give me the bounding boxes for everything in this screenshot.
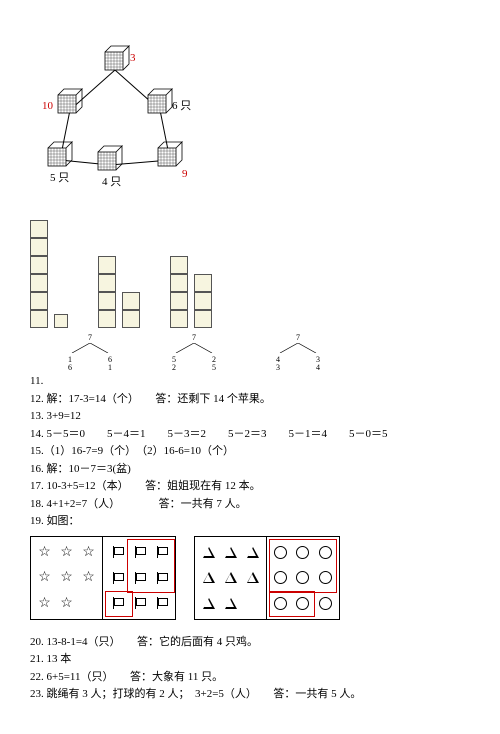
tree-top: 7: [268, 334, 328, 343]
circle-icon: [319, 597, 332, 610]
tri-num-9: 9: [182, 166, 188, 183]
line-11: 11.: [30, 373, 470, 390]
bar-cell: [194, 310, 212, 328]
shape-pair-2: [194, 536, 340, 620]
bar-cell: [30, 256, 48, 274]
triangle-cube-diagram: 3 10 6 只 5 只 4 只 9: [30, 40, 200, 190]
shape-boxes-row: [30, 536, 470, 620]
red-select-box: [269, 591, 315, 617]
star-icon: [35, 541, 54, 564]
tri-label-4: 4 只: [102, 174, 121, 191]
number-bond-row: 71661 75225 74334: [60, 334, 470, 373]
bar-cell: [98, 274, 116, 292]
bar-stack: [98, 256, 116, 328]
shape-pair-1: [30, 536, 176, 620]
triangle-icon: [203, 547, 215, 558]
flag-icon: [155, 597, 167, 609]
star-icon: [35, 566, 54, 589]
line-18: 18. 4+1+2=7（人） 答：一共有 7 人。: [30, 496, 470, 513]
tri-num-10: 10: [42, 98, 53, 115]
line-13: 13. 3+9=12: [30, 408, 470, 425]
bar-group: [98, 220, 140, 328]
line-15: 15.（1）16-7=9（个） （2）16-6=10（个）: [30, 443, 470, 460]
red-select-box: [127, 539, 175, 593]
number-bond-tree: 74334: [268, 334, 328, 373]
red-select-box: [269, 539, 337, 593]
bar-cell: [170, 310, 188, 328]
tree-row2: 25: [164, 364, 224, 373]
line-21: 21. 13 本: [30, 651, 470, 668]
star-cell: [31, 537, 103, 619]
tri-label-6: 6 只: [172, 98, 191, 115]
line-22: 22. 6+5=11（只） 答：大象有 11 只。: [30, 669, 470, 686]
triangle-icon: [225, 547, 237, 558]
flag-icon: [111, 546, 123, 558]
star-icon: [79, 566, 98, 589]
star-icon: [35, 592, 54, 615]
bar-cell: [122, 310, 140, 328]
line-14: 14. 5－5＝0 5－4＝1 5－3＝2 5－2＝3 5－1＝4 5－0＝5: [30, 426, 470, 443]
bar-stack: [170, 256, 188, 328]
triangle-cell: [195, 537, 267, 619]
bar-cell: [98, 292, 116, 310]
line-23: 23. 跳绳有 3 人；打球的有 2 人； 3+2=5（人） 答：一共有 5 人…: [30, 686, 470, 703]
bar-cell: [170, 274, 188, 292]
line-19: 19. 如图：: [30, 513, 470, 530]
tree-row2: 34: [268, 364, 328, 373]
flag-icon: [111, 572, 123, 584]
bar-cell: [30, 238, 48, 256]
triangle-icon: [225, 572, 237, 583]
line-17: 17. 10-3+5=12（本） 答：姐姐现在有 12 本。: [30, 478, 470, 495]
bar-group: [170, 220, 212, 328]
bar-cell: [30, 292, 48, 310]
number-bond-tree: 75225: [164, 334, 224, 373]
bar-cell: [194, 274, 212, 292]
number-bond-tree: 71661: [60, 334, 120, 373]
star-icon: [79, 541, 98, 564]
line-20: 20. 13-8-1=4（只） 答：它的后面有 4 只鸡。: [30, 634, 470, 651]
bar-cell: [30, 274, 48, 292]
bar-stack: [54, 314, 68, 328]
flag-icon: [133, 597, 145, 609]
triangle-icon: [247, 547, 259, 558]
star-icon: [57, 592, 76, 615]
star-icon: [57, 541, 76, 564]
triangle-icon: [203, 598, 215, 609]
bar-cell: [54, 314, 68, 328]
triangle-icon: [247, 572, 259, 583]
bar-cell: [170, 256, 188, 274]
triangle-icon: [225, 598, 237, 609]
bar-group: [30, 220, 68, 328]
bar-cell: [98, 256, 116, 274]
bar-stack: [30, 220, 48, 328]
bar-cell: [30, 310, 48, 328]
tri-label-5: 5 只: [50, 170, 69, 187]
bar-stack: [194, 274, 212, 328]
tree-top: 7: [60, 334, 120, 343]
star-icon: [57, 566, 76, 589]
bar-stacks-section: [30, 220, 470, 328]
triangle-svg: [30, 40, 200, 190]
bar-cell: [30, 220, 48, 238]
flag-cell: [103, 537, 175, 619]
tree-row2: 61: [60, 364, 120, 373]
bar-stack: [122, 292, 140, 328]
circle-cell: [267, 537, 339, 619]
red-select-box: [105, 591, 133, 617]
bar-cell: [122, 292, 140, 310]
bar-cell: [194, 292, 212, 310]
line-16: 16. 解：10－7＝3(盆): [30, 461, 470, 478]
tri-num-3: 3: [130, 50, 136, 67]
tree-top: 7: [164, 334, 224, 343]
triangle-icon: [203, 572, 215, 583]
line-12: 12. 解：17-3=14（个） 答：还剩下 14 个苹果。: [30, 391, 470, 408]
bar-cell: [98, 310, 116, 328]
bar-cell: [170, 292, 188, 310]
